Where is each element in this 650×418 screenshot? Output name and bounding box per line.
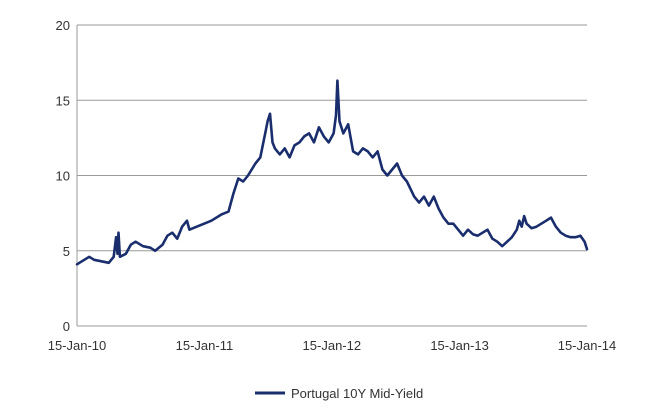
legend-label: Portugal 10Y Mid-Yield — [291, 386, 423, 401]
series-lines — [75, 79, 589, 266]
x-tick-label: 15-Jan-13 — [430, 338, 489, 353]
series-line — [75, 79, 589, 266]
y-axis: 0 5 10 15 20 — [56, 18, 78, 334]
legend: Portugal 10Y Mid-Yield — [255, 386, 423, 401]
x-tick-label: 15-Jan-10 — [48, 338, 107, 353]
x-tick-label: 15-Jan-12 — [303, 338, 362, 353]
y-tick-label: 0 — [63, 319, 70, 334]
gridlines — [77, 24, 587, 327]
y-tick-label: 20 — [56, 18, 70, 33]
x-tick-label: 15-Jan-11 — [176, 338, 234, 353]
y-tick-label: 5 — [63, 244, 70, 259]
y-tick-label: 15 — [56, 93, 70, 108]
x-axis: 15-Jan-10 15-Jan-11 15-Jan-12 15-Jan-13 15-J… — [48, 325, 617, 353]
x-tick-label: 15-Jan-14 — [558, 338, 617, 353]
y-tick-label: 10 — [56, 169, 70, 184]
